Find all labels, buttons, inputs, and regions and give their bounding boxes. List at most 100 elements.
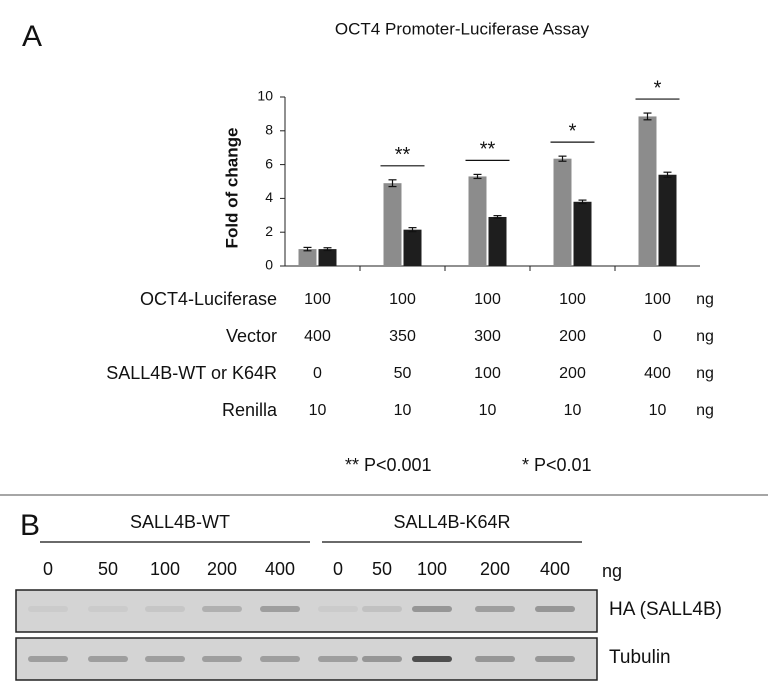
blot-band <box>475 656 515 662</box>
cell: 100 <box>389 291 416 308</box>
cell: 200 <box>559 365 586 382</box>
blot-band <box>318 606 358 612</box>
y-tick-label: 6 <box>265 155 273 171</box>
significance-label: * <box>569 120 577 142</box>
lane-label: 400 <box>265 559 295 579</box>
lane-label: 100 <box>150 559 180 579</box>
cell: 0 <box>653 328 662 345</box>
cell: 300 <box>474 328 501 345</box>
error-bar <box>323 247 332 252</box>
y-tick-label: 2 <box>265 223 273 239</box>
error-bar <box>558 155 567 162</box>
bar <box>383 183 402 266</box>
blot-band <box>28 656 68 662</box>
error-bar <box>473 173 482 180</box>
bar <box>553 158 572 266</box>
cell: 10 <box>649 402 667 419</box>
panel-label: A <box>22 20 42 53</box>
cell: 10 <box>394 402 412 419</box>
cell: 10 <box>564 402 582 419</box>
lane-label: 50 <box>98 559 118 579</box>
blot-band <box>362 606 402 612</box>
significance-label: ** <box>395 144 411 166</box>
error-bar <box>303 246 312 252</box>
cell: 50 <box>394 365 412 382</box>
row-label: OCT4-Luciferase <box>140 289 277 309</box>
lane-label: 200 <box>207 559 237 579</box>
cell: 400 <box>644 365 671 382</box>
blot-band <box>28 606 68 612</box>
lane-label: 0 <box>43 559 53 579</box>
unit: ng <box>602 561 622 581</box>
chart-title: OCT4 Promoter-Luciferase Assay <box>335 19 590 38</box>
lane-label: 400 <box>540 559 570 579</box>
lane-label: 200 <box>480 559 510 579</box>
cell: 100 <box>304 291 331 308</box>
blot-strip <box>15 637 598 681</box>
significance-label: ** <box>480 139 496 161</box>
blot-band <box>88 606 128 612</box>
blot-strip <box>15 589 598 633</box>
panel-label: B <box>20 509 40 542</box>
row-label: SALL4B-WT or K64R <box>106 363 277 383</box>
y-tick-label: 0 <box>265 257 273 273</box>
bar <box>658 174 677 266</box>
error-bar <box>408 227 417 233</box>
unit: ng <box>696 328 714 345</box>
row-label: Vector <box>226 326 277 346</box>
blot-band <box>412 656 452 662</box>
error-bar <box>643 112 652 121</box>
blot-band <box>202 606 242 612</box>
blot-band <box>475 606 515 612</box>
blot-band <box>145 656 185 662</box>
cell: 100 <box>474 291 501 308</box>
y-tick-label: 10 <box>257 88 273 104</box>
bar <box>468 176 487 266</box>
bar <box>573 201 592 266</box>
blot-band <box>260 656 300 662</box>
lane-label: 50 <box>372 559 392 579</box>
y-axis-label: Fold of change <box>222 128 241 249</box>
error-bar <box>663 171 672 178</box>
cell: 100 <box>474 365 501 382</box>
unit: ng <box>696 402 714 419</box>
cell: 400 <box>304 328 331 345</box>
significance-label: * <box>654 77 662 99</box>
unit: ng <box>696 291 714 308</box>
cell: 0 <box>313 365 322 382</box>
blot-row-label: Tubulin <box>609 647 671 668</box>
error-bar <box>388 179 397 188</box>
bar <box>318 249 337 266</box>
error-bar <box>493 215 502 219</box>
blot-band <box>202 656 242 662</box>
blot-band <box>260 606 300 612</box>
y-tick-label: 4 <box>265 189 273 205</box>
lane-label: 0 <box>333 559 343 579</box>
blot-band <box>362 656 402 662</box>
lane-label: 100 <box>417 559 447 579</box>
bar <box>403 229 422 266</box>
blot-band <box>412 606 452 612</box>
cell: 10 <box>479 402 497 419</box>
bar <box>638 116 657 266</box>
cell: 200 <box>559 328 586 345</box>
blot-band <box>535 656 575 662</box>
note: * P<0.01 <box>522 455 592 475</box>
row-label: Renilla <box>222 400 278 420</box>
bar <box>488 216 507 266</box>
error-bar <box>578 199 587 205</box>
blot-band <box>318 656 358 662</box>
blot-band <box>88 656 128 662</box>
group-label: SALL4B-WT <box>130 512 230 532</box>
blot-row-label: HA (SALL4B) <box>609 599 722 620</box>
note: ** P<0.001 <box>345 455 432 475</box>
cell: 350 <box>389 328 416 345</box>
blot-band <box>145 606 185 612</box>
bar <box>298 249 317 266</box>
cell: 100 <box>644 291 671 308</box>
cell: 100 <box>559 291 586 308</box>
blot-band <box>535 606 575 612</box>
unit: ng <box>696 365 714 382</box>
